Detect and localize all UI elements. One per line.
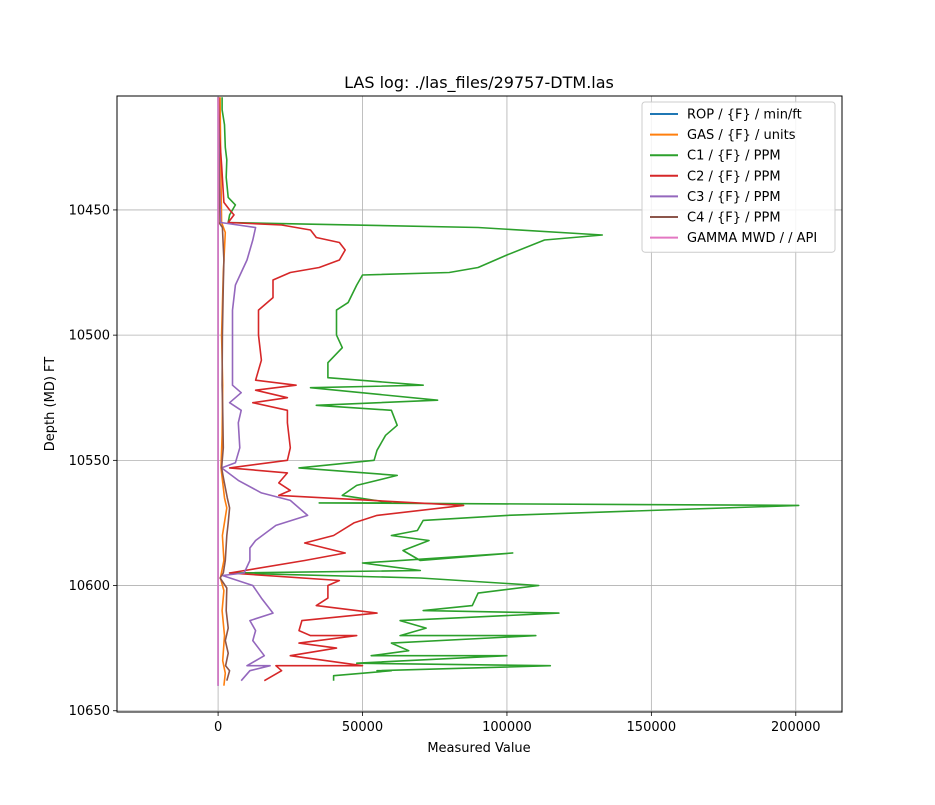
x-axis-label: Measured Value bbox=[427, 741, 530, 756]
y-tick-label: 10500 bbox=[69, 329, 110, 344]
x-tick-label: 100000 bbox=[482, 720, 532, 735]
series-line-6 bbox=[217, 97, 231, 681]
y-axis-ticks: 10450 10500 10550 10600 10650 bbox=[69, 203, 117, 719]
plot-frame bbox=[116, 95, 843, 713]
legend-label: C2 / {F} / PPM bbox=[687, 169, 781, 184]
x-axis-ticks: 0 50000 100000 150000 200000 bbox=[214, 712, 821, 735]
legend-label: GAMMA MWD / / API bbox=[687, 231, 817, 246]
series-line-4 bbox=[217, 97, 465, 682]
series-lines bbox=[217, 97, 800, 686]
x-tick-label: 0 bbox=[214, 720, 222, 735]
legend: ROP / {F} / min/ft GAS / {F} / units C1 / … bbox=[641, 101, 836, 253]
legend-label: C3 / {F} / PPM bbox=[687, 190, 781, 205]
legend-label: C1 / {F} / PPM bbox=[687, 149, 781, 164]
series-line-3 bbox=[221, 97, 800, 681]
y-tick-label: 10600 bbox=[69, 579, 110, 594]
x-tick-label: 200000 bbox=[771, 720, 821, 735]
x-tick-label: 150000 bbox=[627, 720, 677, 735]
y-tick-label: 10450 bbox=[69, 203, 110, 218]
series-line-2 bbox=[219, 97, 228, 686]
legend-label: C4 / {F} / PPM bbox=[687, 211, 781, 226]
legend-label: ROP / {F} / min/ft bbox=[687, 108, 802, 123]
y-axis-label: Depth (MD) FT bbox=[43, 357, 58, 451]
legend-label: GAS / {F} / units bbox=[687, 128, 796, 143]
chart-title: LAS log: ./las_files/29757-DTM.las bbox=[344, 73, 614, 93]
y-tick-label: 10550 bbox=[69, 454, 110, 469]
legend-box bbox=[641, 101, 836, 253]
series-line-5 bbox=[217, 97, 309, 682]
y-tick-label: 10650 bbox=[69, 704, 110, 719]
x-tick-label: 50000 bbox=[342, 720, 383, 735]
